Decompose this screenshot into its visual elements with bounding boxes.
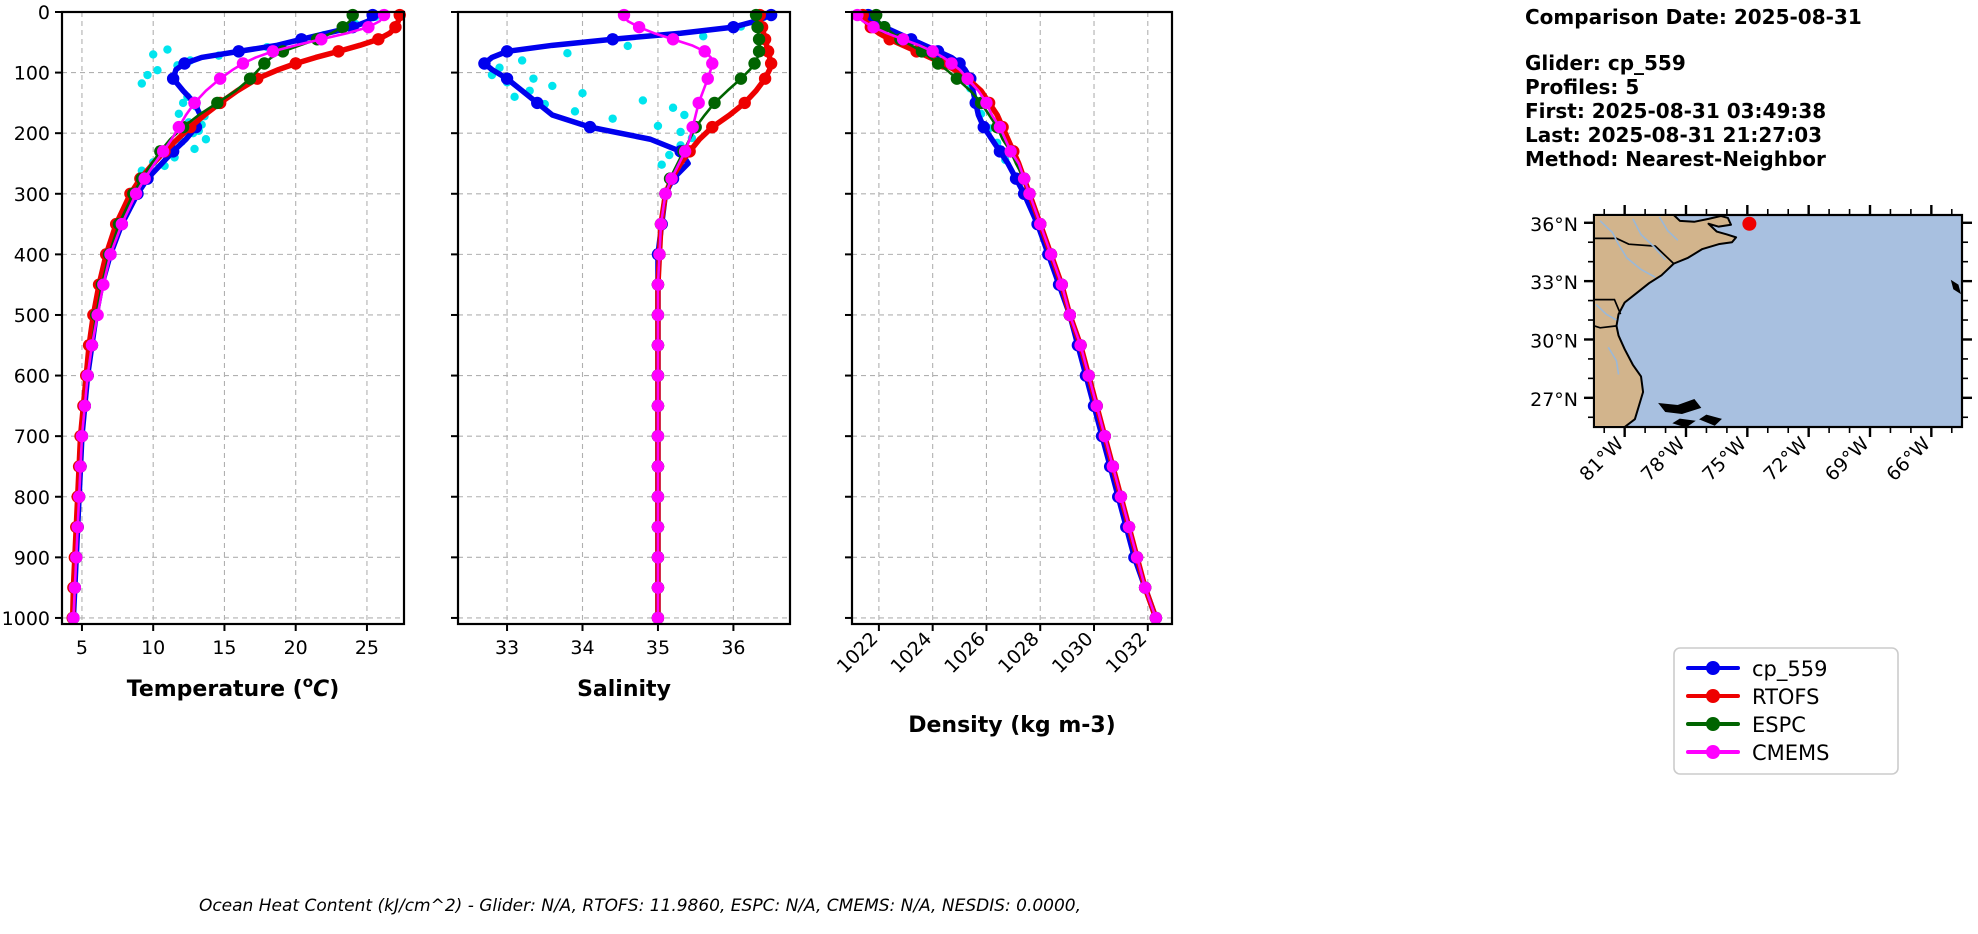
svg-text:200: 200 [14,123,50,145]
profiles-count-text: Profiles: 5 [1525,75,1640,99]
svg-text:400: 400 [14,244,50,266]
method-text: Method: Nearest-Neighbor [1525,147,1826,171]
density-plot: 1022 1024 1026 1028 1030 1032 Density (kg m-3) [833,8,1174,738]
svg-text:34: 34 [570,637,594,659]
svg-text:800: 800 [14,487,50,509]
location-map: 36°N 33°N 30°N 27°N 81°W 78°W 75°W 72°W 69°W 66°W [1530,205,1972,486]
svg-text:1032: 1032 [1102,628,1152,678]
svg-text:600: 600 [14,366,50,388]
svg-text:Temperature (oC): Temperature (oC) [127,673,340,702]
first-profile-time-text: First: 2025-08-31 03:49:38 [1525,99,1827,123]
svg-text:66°W: 66°W [1882,433,1935,486]
salinity-plot: 33 34 35 36 Salinity [451,8,792,702]
svg-text:1024: 1024 [886,628,936,678]
comparison-date-text: Comparison Date: 2025-08-31 [1525,5,1862,29]
svg-text:CMEMS: CMEMS [1752,741,1830,765]
svg-text:RTOFS: RTOFS [1752,685,1819,709]
svg-text:27°N: 27°N [1530,389,1578,411]
svg-text:900: 900 [14,547,50,569]
svg-text:1000: 1000 [2,608,50,630]
temperature-plot: 0 100 200 300 400 500 600 700 800 900 1000 5 10 15 20 2… [2,2,406,702]
last-profile-time-text: Last: 2025-08-31 21:27:03 [1525,123,1823,147]
svg-text:300: 300 [14,184,50,206]
svg-text:1030: 1030 [1048,628,1098,678]
density-panel: 1022 1024 1026 1028 1030 1032 Density (kg m-3) [790,0,1270,910]
svg-text:500: 500 [14,305,50,327]
svg-text:36: 36 [721,637,745,659]
svg-text:Salinity: Salinity [577,677,671,702]
svg-text:35: 35 [646,637,670,659]
svg-text:700: 700 [14,426,50,448]
svg-text:30°N: 30°N [1530,330,1578,352]
ohc-caption: Ocean Heat Content (kJ/cm^2) - Glider: N… [0,896,1280,916]
svg-text:33°N: 33°N [1530,272,1578,294]
glider-name-text: Glider: cp_559 [1525,51,1686,75]
svg-text:25: 25 [355,637,379,659]
ohc-caption-text: Ocean Heat Content (kJ/cm^2) - Glider: N… [198,896,1082,916]
svg-text:1028: 1028 [994,628,1044,678]
svg-text:20: 20 [284,637,308,659]
svg-text:78°W: 78°W [1637,433,1690,486]
legend-box: cp_559 RTOFS ESPC CMEMS [1673,647,1899,775]
svg-text:15: 15 [212,637,236,659]
svg-text:75°W: 75°W [1698,433,1751,486]
svg-text:69°W: 69°W [1821,433,1874,486]
svg-text:Density (kg m-3): Density (kg m-3) [908,713,1116,738]
salinity-panel: 33 34 35 36 Salinity [400,0,850,910]
comparison-info-block: Comparison Date: 2025-08-31 Glider: cp_5… [1525,5,1965,171]
svg-text:1026: 1026 [940,628,990,678]
svg-text:cp_559: cp_559 [1752,657,1827,682]
svg-text:1022: 1022 [833,628,883,678]
svg-text:10: 10 [141,637,165,659]
temperature-panel: 0 100 200 300 400 500 600 700 800 900 1000 5 10 15 20 2… [0,0,470,910]
svg-text:ESPC: ESPC [1752,713,1806,737]
location-map-panel: 36°N 33°N 30°N 27°N 81°W 78°W 75°W 72°W 69°W 66°W [1480,185,1978,505]
svg-text:33: 33 [495,637,519,659]
svg-text:81°W: 81°W [1576,433,1629,486]
svg-text:0: 0 [38,2,50,24]
legend-panel: cp_559 RTOFS ESPC CMEMS [1672,646,1900,776]
svg-text:5: 5 [76,637,88,659]
svg-text:100: 100 [14,63,50,85]
svg-text:72°W: 72°W [1760,433,1813,486]
svg-text:36°N: 36°N [1530,214,1578,236]
